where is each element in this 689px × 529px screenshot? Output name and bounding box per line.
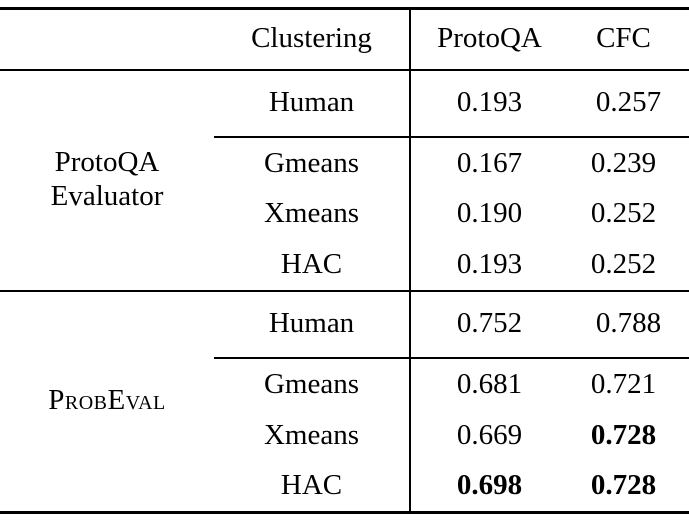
cfc-value-cell: 0.728 bbox=[590, 469, 657, 502]
row-group-protoqa-evaluator: ProtoQA Evaluator bbox=[50, 145, 164, 213]
cfc-value-cell: 0.721 bbox=[590, 367, 657, 400]
method-cell: Gmeans bbox=[263, 367, 360, 400]
results-table: Clustering ProtoQA CFC ProtoQA Evaluator… bbox=[0, 7, 689, 515]
cfc-value-cell: 0.252 bbox=[590, 197, 657, 230]
column-header-cfc: CFC bbox=[568, 8, 689, 71]
protoqa-value-cell: 0.193 bbox=[409, 69, 568, 138]
table-row: Gmeans 0.681 0.721 bbox=[0, 357, 689, 410]
protoqa-value-cell: 0.669 bbox=[409, 409, 568, 461]
section-probeval: ProbEval Human 0.752 0.788 Gmeans 0.681 … bbox=[0, 290, 689, 513]
method-cell: HAC bbox=[280, 248, 343, 281]
cfc-value-cell: 0.252 bbox=[590, 248, 657, 281]
method-cell: Human bbox=[214, 69, 410, 138]
header-row: Clustering ProtoQA CFC bbox=[0, 8, 689, 71]
protoqa-value-cell: 0.167 bbox=[409, 136, 568, 189]
protoqa-value-cell: 0.681 bbox=[409, 357, 568, 410]
table-row: ProtoQA Evaluator Human 0.193 0.257 bbox=[0, 69, 689, 212]
column-header-empty bbox=[0, 8, 214, 71]
table-row: HAC 0.698 0.728 bbox=[0, 460, 689, 513]
cfc-value-cell: 0.239 bbox=[590, 146, 657, 179]
method-cell: HAC bbox=[280, 469, 343, 502]
cfc-value-cell: 0.788 bbox=[568, 290, 689, 359]
table-row: ProbEval Human 0.752 0.788 bbox=[0, 290, 689, 416]
protoqa-value-cell: 0.752 bbox=[409, 290, 568, 359]
method-cell: Human bbox=[214, 290, 410, 359]
row-group-probeval: ProbEval bbox=[48, 384, 166, 417]
section-protoqa-evaluator: ProtoQA Evaluator Human 0.193 0.257 Gmea… bbox=[0, 69, 689, 291]
method-cell: Xmeans bbox=[263, 197, 360, 230]
table-row: Xmeans 0.669 0.728 bbox=[0, 409, 689, 461]
column-header-clustering: Clustering bbox=[214, 8, 410, 71]
column-header-protoqa: ProtoQA bbox=[409, 8, 568, 71]
protoqa-value-cell: 0.193 bbox=[409, 239, 568, 291]
table-row: HAC 0.193 0.252 bbox=[0, 239, 689, 291]
cfc-value-cell: 0.257 bbox=[568, 69, 689, 138]
protoqa-value-cell: 0.190 bbox=[409, 188, 568, 240]
table-row: Xmeans 0.190 0.252 bbox=[0, 188, 689, 240]
table-row: Gmeans 0.167 0.239 bbox=[0, 136, 689, 189]
method-cell: Gmeans bbox=[263, 146, 360, 179]
method-cell: Xmeans bbox=[263, 418, 360, 451]
cfc-value-cell: 0.728 bbox=[590, 418, 657, 451]
protoqa-value-cell: 0.698 bbox=[409, 460, 568, 513]
